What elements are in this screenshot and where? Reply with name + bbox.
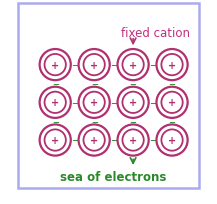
Circle shape [79,50,110,81]
Text: +: + [90,98,98,108]
Circle shape [161,92,183,113]
Text: +: + [129,60,137,70]
Circle shape [122,92,144,113]
Text: −: − [130,80,136,89]
Text: −: − [169,117,176,126]
Circle shape [84,130,105,151]
Circle shape [79,87,110,118]
Circle shape [118,50,149,81]
Text: −: − [71,136,78,145]
Text: −: − [91,117,98,126]
Text: +: + [168,135,176,145]
Circle shape [44,130,66,151]
Text: fixed cation: fixed cation [121,27,190,40]
Text: +: + [90,135,98,145]
Circle shape [84,92,105,113]
Text: +: + [168,60,176,70]
Text: −: − [71,98,78,107]
Circle shape [161,130,183,151]
Text: +: + [129,135,137,145]
Circle shape [156,87,188,118]
Circle shape [122,55,144,76]
Circle shape [118,87,149,118]
Circle shape [156,125,188,156]
Circle shape [79,125,110,156]
Text: sea of electrons: sea of electrons [61,171,167,184]
Text: −: − [52,80,59,89]
Text: −: − [149,136,156,145]
Circle shape [122,130,144,151]
Circle shape [44,92,66,113]
Circle shape [40,87,71,118]
Text: −: − [110,61,117,70]
Text: −: − [130,117,136,126]
Text: +: + [51,135,59,145]
Circle shape [156,50,188,81]
Text: −: − [149,98,156,107]
Text: −: − [110,136,117,145]
Circle shape [161,55,183,76]
Circle shape [40,50,71,81]
Text: +: + [51,98,59,108]
Text: −: − [169,80,176,89]
Text: +: + [51,60,59,70]
Text: +: + [90,60,98,70]
Circle shape [84,55,105,76]
Text: +: + [168,98,176,108]
Text: −: − [71,61,78,70]
Text: −: − [110,98,117,107]
Text: −: − [149,61,156,70]
Text: −: − [52,117,59,126]
Circle shape [40,125,71,156]
Text: +: + [129,98,137,108]
Circle shape [118,125,149,156]
Text: −: − [91,80,98,89]
Circle shape [44,55,66,76]
